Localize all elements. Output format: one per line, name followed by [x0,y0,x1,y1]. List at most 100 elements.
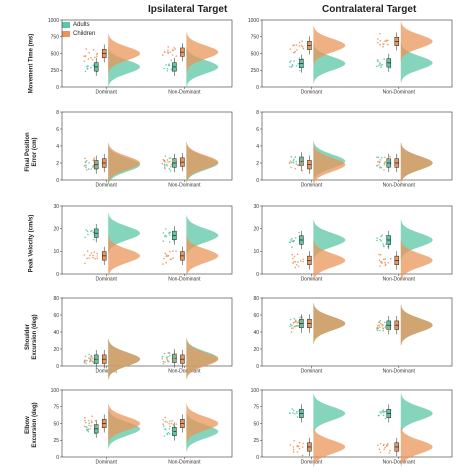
data-point [291,246,293,248]
data-point [96,252,98,255]
data-point [290,239,292,241]
data-point [86,67,89,70]
density-cloud [108,213,141,254]
data-point [166,163,168,166]
column-title-ipsilateral: Ipsilateral Target [148,4,228,15]
data-point [87,430,90,433]
data-point [90,66,92,69]
data-point [162,240,165,242]
data-point [385,160,388,163]
data-point [379,254,382,256]
data-point [383,410,386,413]
data-point [378,164,380,166]
data-point [164,420,167,423]
y-tick-label: 20 [53,226,59,232]
y-tick-label: 2 [56,161,59,167]
data-point [162,419,164,421]
data-point [172,431,174,433]
data-point [293,44,296,46]
data-point [379,451,382,454]
data-point [92,166,94,168]
legend-item-adults: Adults [62,20,95,29]
data-point [383,163,386,166]
data-point [290,155,293,158]
data-point [291,253,294,256]
data-point [172,354,175,357]
data-point [384,258,387,260]
data-point [289,325,291,328]
data-point [298,231,300,234]
data-point [296,444,299,447]
x-tick-label: Dominant [95,90,117,96]
data-point [387,43,389,46]
data-point [293,318,296,320]
data-point [388,158,391,161]
data-point [88,162,90,164]
data-point [93,158,95,161]
y-tick-label: 100 [251,388,260,394]
data-point [289,412,291,415]
y-tick-label: 1000 [248,18,259,24]
y-tick-label: 6 [56,127,59,133]
data-point [173,357,176,359]
data-point [297,265,300,268]
data-point [385,410,387,413]
data-point [376,239,378,242]
y-tick-label: 30 [253,204,259,210]
x-tick-label: Non-Dominant [168,183,201,189]
data-point [384,325,387,328]
data-point [85,169,88,171]
data-point [290,166,292,169]
density-cloud [313,240,346,281]
data-point [379,159,382,161]
data-point [83,417,86,419]
y-tick-label: 60 [53,313,59,319]
data-point [294,50,296,53]
density-cloud [313,427,346,467]
data-point [93,157,96,160]
y-tick-label: 250 [251,68,260,74]
data-point [291,237,293,240]
data-point [84,70,87,73]
data-point [167,352,169,354]
data-point [94,355,96,358]
data-point [299,157,301,159]
data-point [384,326,387,329]
data-point [91,415,93,418]
data-point [291,408,293,410]
density-cloud [313,393,346,434]
data-point [161,54,164,56]
data-point [168,63,170,66]
density-cloud [313,25,346,66]
data-point [88,257,91,259]
data-point [169,160,171,163]
data-point [94,426,97,429]
y-tick-label: 0 [56,455,59,461]
data-point [164,234,167,237]
data-point [91,357,94,360]
data-point [296,451,299,453]
data-point [301,164,303,167]
data-point [289,160,292,162]
data-point [380,240,382,242]
data-point [83,361,86,364]
density-cloud [108,339,141,380]
data-point [378,166,381,169]
data-point [164,164,166,167]
data-point [84,236,86,239]
data-point [89,230,92,233]
data-point [379,442,382,445]
density-cloud [400,393,433,434]
data-point [85,362,88,365]
y-tick-label: 6 [256,127,259,133]
data-point [382,409,385,411]
data-point [83,254,86,256]
data-point [298,441,301,444]
density-cloud [186,32,219,73]
data-point [297,164,300,167]
data-point [376,329,379,332]
data-point [92,64,95,67]
data-point [290,331,293,333]
data-point [383,58,385,60]
data-point [293,158,295,161]
